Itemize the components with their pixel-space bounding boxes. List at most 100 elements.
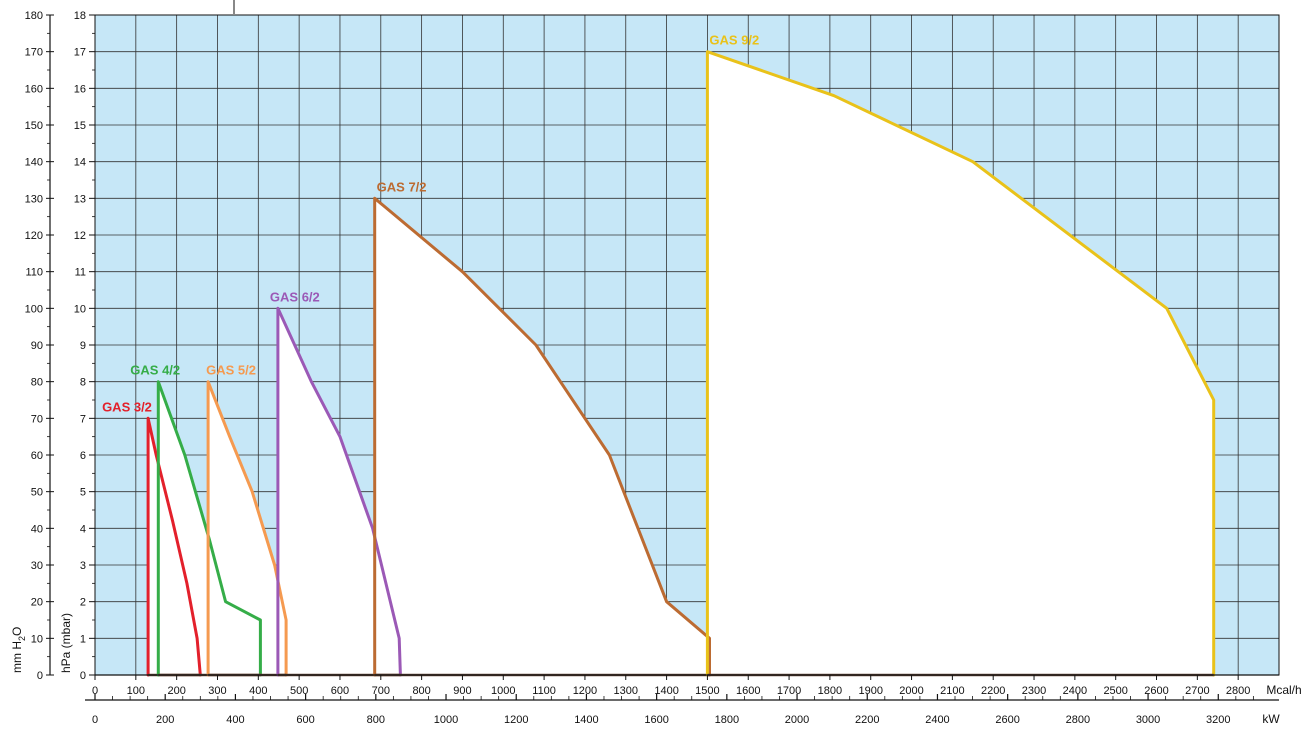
tick-label-mcal-1300: 1300 <box>614 685 638 697</box>
tick-label-kw-3200: 3200 <box>1206 714 1230 726</box>
tick-label-hpa-4: 4 <box>80 523 86 535</box>
tick-label-mmh2o-90: 90 <box>31 340 43 352</box>
tick-label-mcal-100: 100 <box>127 685 145 697</box>
tick-label-kw-2200: 2200 <box>855 714 879 726</box>
tick-label-mmh2o-80: 80 <box>31 377 43 389</box>
series-fill-6 <box>707 51 1214 675</box>
tick-label-kw-2800: 2800 <box>1066 714 1090 726</box>
tick-label-mmh2o-180: 180 <box>25 10 43 22</box>
tick-label-mcal-2100: 2100 <box>940 685 964 697</box>
series-line-5 <box>373 196 711 677</box>
tick-label-mmh2o-60: 60 <box>31 450 43 462</box>
tick-label-mcal-700: 700 <box>372 685 390 697</box>
series-line-4 <box>276 306 402 677</box>
series-line-1 <box>146 416 202 677</box>
tick-label-hpa-8: 8 <box>80 377 86 389</box>
tick-label-hpa-9: 9 <box>80 340 86 352</box>
tick-label-mmh2o-40: 40 <box>31 523 43 535</box>
tick-label-hpa-6: 6 <box>80 450 86 462</box>
tick-label-mcal-900: 900 <box>453 685 471 697</box>
tick-label-mmh2o-130: 130 <box>25 193 43 205</box>
tick-label-hpa-7: 7 <box>80 413 86 425</box>
tick-label-mcal-500: 500 <box>290 685 308 697</box>
tick-label-hpa-10: 10 <box>74 303 86 315</box>
tick-label-mcal-2200: 2200 <box>981 685 1005 697</box>
series-fill-4 <box>277 308 401 675</box>
series-label-2: GAS 4/2 <box>130 363 180 378</box>
tick-label-mcal-2600: 2600 <box>1144 685 1168 697</box>
tick-label-kw-0: 0 <box>92 714 98 726</box>
series-label-4: GAS 6/2 <box>270 289 320 304</box>
tick-label-mcal-2700: 2700 <box>1185 685 1209 697</box>
tick-label-kw-1800: 1800 <box>715 714 739 726</box>
tick-label-hpa-12: 12 <box>74 230 86 242</box>
tick-label-hpa-15: 15 <box>74 120 86 132</box>
tick-label-kw-1000: 1000 <box>434 714 458 726</box>
series-label-group: GAS 3/2 GAS 4/2 GAS 5/2 GAS 6/2 GAS 7/2 GAS 9… <box>102 33 759 415</box>
tick-label-hpa-2: 2 <box>80 597 86 609</box>
tick-label-hpa-1: 1 <box>80 633 86 645</box>
series-label-6: GAS 9/2 <box>709 33 759 48</box>
tick-label-mmh2o-160: 160 <box>25 83 43 95</box>
series-label-5: GAS 7/2 <box>377 179 427 194</box>
tick-label-mmh2o-10: 10 <box>31 633 43 645</box>
tick-label-kw-1200: 1200 <box>504 714 528 726</box>
tick-label-hpa-3: 3 <box>80 560 86 572</box>
tick-label-mcal-1400: 1400 <box>654 685 678 697</box>
tick-label-kw-3000: 3000 <box>1136 714 1160 726</box>
axes-group: 0102030405060708090100110120130140150160… <box>10 0 1302 726</box>
tick-label-mcal-800: 800 <box>412 685 430 697</box>
series-fill-5 <box>374 198 710 676</box>
tick-label-mmh2o-170: 170 <box>25 47 43 59</box>
tick-label-mcal-2500: 2500 <box>1103 685 1127 697</box>
tick-label-mmh2o-50: 50 <box>31 487 43 499</box>
tick-label-hpa-5: 5 <box>80 487 86 499</box>
tick-label-mmh2o-0: 0 <box>37 670 43 682</box>
series-line-3 <box>206 380 288 677</box>
tick-label-mmh2o-20: 20 <box>31 597 43 609</box>
tick-label-mcal-0: 0 <box>92 685 98 697</box>
tick-label-mcal-1800: 1800 <box>818 685 842 697</box>
tick-label-mcal-1000: 1000 <box>491 685 515 697</box>
tick-label-kw-1600: 1600 <box>644 714 668 726</box>
tick-label-kw-2400: 2400 <box>925 714 949 726</box>
axis-unit-kw: kW <box>1262 712 1280 726</box>
series-label-1: GAS 3/2 <box>102 399 152 414</box>
axis-label-hpa: hPa (mbar) <box>59 613 73 673</box>
tick-label-mmh2o-120: 120 <box>25 230 43 242</box>
tick-label-kw-1400: 1400 <box>574 714 598 726</box>
tick-label-mcal-1100: 1100 <box>532 685 556 697</box>
tick-label-kw-800: 800 <box>367 714 385 726</box>
tick-label-mcal-200: 200 <box>167 685 185 697</box>
tick-label-mcal-1500: 1500 <box>695 685 719 697</box>
tick-label-hpa-16: 16 <box>74 83 86 95</box>
series-line-6 <box>705 50 1216 677</box>
tick-label-kw-600: 600 <box>296 714 314 726</box>
tick-label-mmh2o-100: 100 <box>25 303 43 315</box>
tick-label-mcal-2000: 2000 <box>899 685 923 697</box>
tick-label-mcal-1600: 1600 <box>736 685 760 697</box>
tick-label-mmh2o-140: 140 <box>25 157 43 169</box>
tick-label-hpa-17: 17 <box>74 47 86 59</box>
tick-label-mcal-400: 400 <box>249 685 267 697</box>
tick-label-hpa-13: 13 <box>74 193 86 205</box>
tick-label-mcal-1200: 1200 <box>573 685 597 697</box>
axis-unit-mcal: Mcal/h <box>1266 683 1301 697</box>
tick-label-hpa-11: 11 <box>75 267 86 279</box>
tick-label-mmh2o-70: 70 <box>31 413 43 425</box>
tick-label-hpa-0: 0 <box>80 670 86 682</box>
tick-label-mmh2o-150: 150 <box>25 120 43 132</box>
tick-label-hpa-18: 18 <box>74 10 86 22</box>
tick-label-mcal-2800: 2800 <box>1226 685 1250 697</box>
tick-label-mmh2o-110: 110 <box>25 267 43 279</box>
tick-label-mmh2o-30: 30 <box>31 560 43 572</box>
tick-label-kw-2600: 2600 <box>995 714 1019 726</box>
tick-label-kw-200: 200 <box>156 714 174 726</box>
tick-label-mcal-2300: 2300 <box>1022 685 1046 697</box>
tick-label-hpa-14: 14 <box>74 157 86 169</box>
tick-label-mcal-600: 600 <box>331 685 349 697</box>
tick-label-mcal-300: 300 <box>208 685 226 697</box>
tick-label-mcal-1700: 1700 <box>777 685 801 697</box>
tick-label-mcal-2400: 2400 <box>1063 685 1087 697</box>
